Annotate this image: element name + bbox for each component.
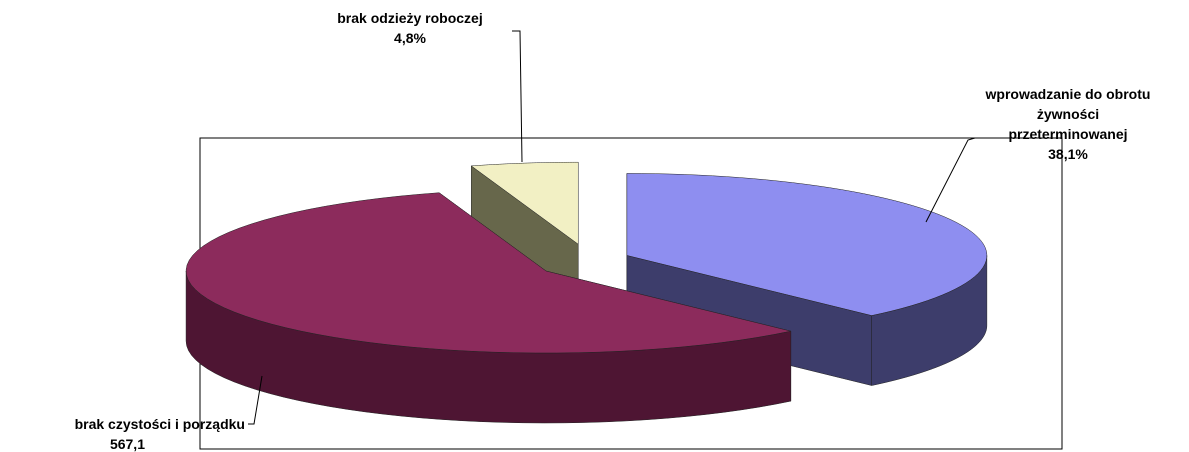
leader-line (925, 137, 976, 223)
data-label: brak odzieży roboczej 4,8% (280, 8, 540, 48)
value-label: 567,1 (109, 436, 145, 452)
value-label: 4,8% (394, 30, 426, 46)
slice (185, 192, 791, 354)
category-label: brak czystości i porządku (74, 416, 245, 432)
slices (185, 161, 988, 424)
leader-line (512, 30, 523, 163)
slice (470, 161, 579, 245)
leader-line (248, 375, 263, 425)
value-label: 38,1% (1048, 146, 1088, 162)
data-label: wprowadzanie do obrotu żywności przeterm… (938, 84, 1189, 164)
slice (626, 173, 988, 316)
data-label: brak czystości i porządku 567,1 (0, 414, 245, 452)
category-label: brak odzieży roboczej (337, 10, 483, 26)
category-label: wprowadzanie do obrotu żywności przeterm… (985, 86, 1151, 142)
